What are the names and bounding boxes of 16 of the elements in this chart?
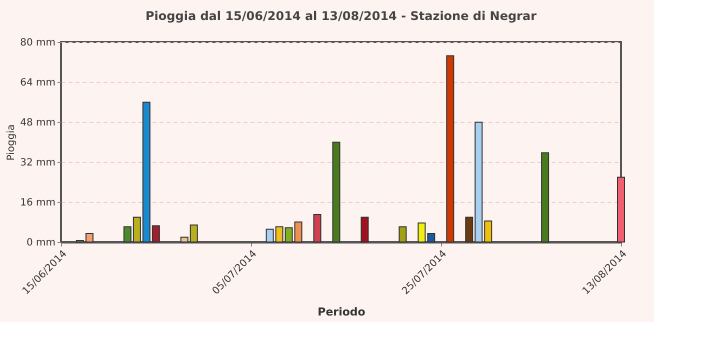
bar: [313, 214, 322, 242]
y-axis-title: Pioggia: [6, 124, 18, 161]
y-tick-label: 0 mm: [26, 238, 56, 248]
bar: [398, 226, 407, 242]
bar: [332, 142, 340, 242]
bar: [446, 55, 454, 242]
bar: [360, 216, 369, 242]
y-tick-label: 32 mm: [20, 158, 56, 168]
y-tick-label: 80 mm: [20, 38, 56, 48]
x-axis-title: Periodo: [318, 305, 366, 318]
bar: [541, 152, 550, 242]
y-tick-label: 16 mm: [20, 198, 56, 208]
chart-title: Pioggia dal 15/06/2014 al 13/08/2014 - Stazione di Negrar: [146, 9, 537, 23]
y-tick-label: 64 mm: [20, 78, 56, 88]
bar: [617, 176, 625, 242]
y-tick-label: 48 mm: [20, 118, 56, 128]
